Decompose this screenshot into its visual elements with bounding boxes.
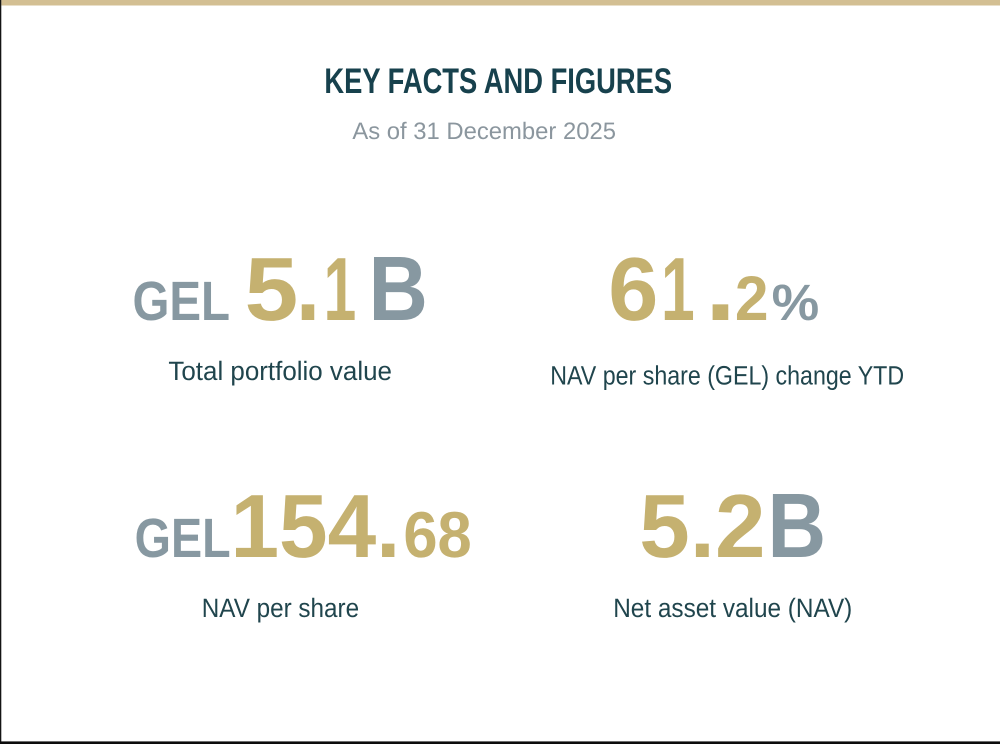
svg-text:%: % (772, 274, 820, 331)
svg-text:68: 68 (403, 498, 471, 571)
svg-text:2: 2 (735, 264, 769, 334)
svg-text:5.2: 5.2 (639, 477, 765, 577)
svg-text:As of 31 December 2025: As of 31 December 2025 (352, 118, 616, 145)
svg-text:NAV per share (GEL) change YTD: NAV per share (GEL) change YTD (550, 360, 904, 390)
svg-text:GEL: GEL (135, 507, 231, 569)
svg-text:.: . (296, 226, 321, 343)
svg-text:.: . (705, 226, 736, 343)
svg-text:B: B (368, 238, 427, 340)
svg-text:154.: 154. (230, 477, 400, 577)
svg-text:Total portfolio value: Total portfolio value (168, 356, 392, 386)
svg-text:KEY FACTS AND FIGURES: KEY FACTS AND FIGURES (324, 61, 672, 101)
svg-text:1: 1 (324, 240, 357, 340)
svg-text:6: 6 (608, 240, 658, 340)
svg-text:Net asset value (NAV): Net asset value (NAV) (613, 593, 852, 623)
svg-text:B: B (768, 475, 827, 577)
svg-text:5: 5 (245, 240, 299, 340)
svg-text:1: 1 (661, 240, 695, 340)
svg-text:NAV per share: NAV per share (202, 593, 359, 623)
svg-text:GEL: GEL (132, 270, 230, 332)
